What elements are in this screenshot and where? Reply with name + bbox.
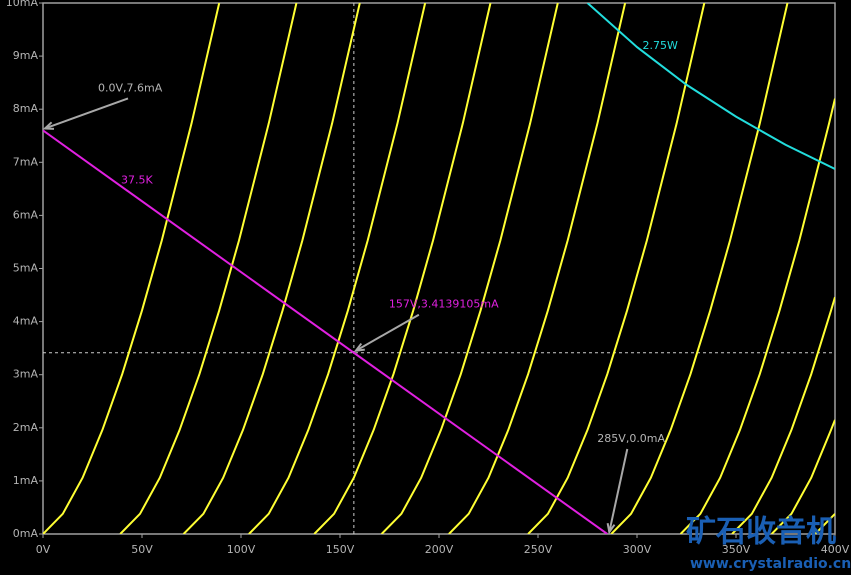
x-tick-label: 350V [722,543,751,556]
curve [43,129,608,534]
arrow-head [606,522,616,535]
annotation-label: 285V,0.0mA [597,432,665,445]
y-tick-label: 6mA [13,208,39,221]
curve [770,419,835,534]
y-tick-label: 3mA [13,368,39,381]
curve [248,3,427,534]
curve [448,3,627,534]
x-tick-label: 300V [623,543,652,556]
y-tick-label: 5mA [13,262,39,275]
y-tick-label: 9mA [13,49,39,62]
curve [182,3,361,534]
arrow-head [353,342,365,352]
y-tick-label: 7mA [13,155,39,168]
curve [610,3,789,534]
annotation-arrow [608,448,629,533]
y-tick-label: 8mA [13,102,39,115]
curve [586,3,835,170]
x-tick-label: 200V [425,543,454,556]
x-tick-label: 0V [36,543,51,556]
y-tick-label: 2mA [13,421,39,434]
curve [380,3,559,534]
curve [814,513,835,534]
series-label: 2.75W [643,39,678,52]
annotation-label: 0.0V,7.6mA [98,81,163,94]
series-label: 37.5K [121,173,153,186]
curve [679,98,835,534]
curve [43,3,221,534]
annotation-label: 157V,3.4139105mA [389,298,499,311]
y-tick-label: 10mA [6,0,39,9]
y-tick-label: 0mA [13,527,39,540]
arrow-head [42,121,55,130]
x-tick-label: 250V [524,543,553,556]
watermark-url: www.crystalradio.cn [690,556,851,572]
y-tick-label: 4mA [13,315,39,328]
curve [527,3,706,534]
curve [731,296,835,534]
watermark-title: 矿石收音机 [686,515,836,550]
annotation-arrow [355,313,420,352]
x-tick-label: 50V [131,543,153,556]
x-tick-label: 150V [326,543,355,556]
curve [119,3,298,534]
x-tick-label: 400V [821,543,850,556]
y-tick-label: 1mA [13,474,39,487]
annotation-arrow [44,97,129,130]
curve [313,3,492,534]
x-tick-label: 100V [227,543,256,556]
